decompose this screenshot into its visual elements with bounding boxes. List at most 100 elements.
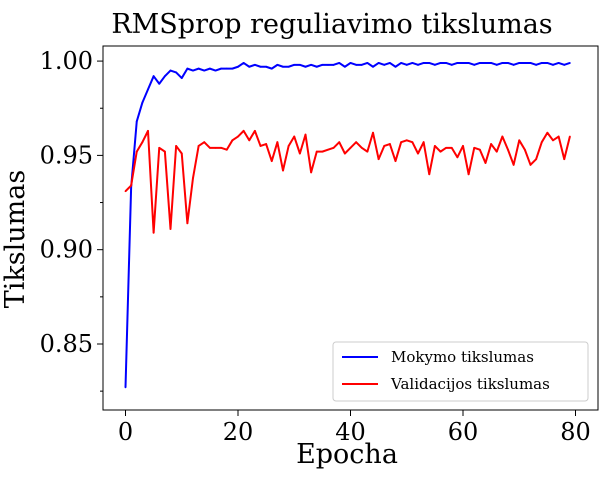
series-1-point — [400, 141, 403, 144]
y-tick-label: 0.85 — [40, 330, 93, 358]
series-1-point — [270, 160, 273, 162]
series-1-point — [192, 177, 194, 179]
series-0-point — [304, 65, 307, 68]
series-1-point — [512, 163, 515, 166]
series-0-point — [220, 67, 223, 70]
series-0-point — [478, 62, 481, 64]
series-1-point — [518, 139, 521, 142]
series-1-point — [225, 148, 228, 151]
series-1-point — [366, 150, 369, 153]
legend-box — [332, 341, 589, 402]
series-0-point — [265, 65, 268, 68]
series-1-point — [265, 143, 268, 145]
series-0-point — [276, 63, 279, 66]
series-0-point — [433, 63, 436, 66]
series-0-point — [175, 71, 178, 74]
series-1-point — [293, 135, 296, 138]
series-1-point — [231, 139, 234, 142]
series-1-point — [557, 135, 560, 138]
series-0-point — [158, 82, 161, 85]
series-0-point — [242, 62, 245, 64]
y-tick-label: 0.95 — [40, 141, 93, 169]
series-0-point — [518, 62, 521, 64]
series-1-point — [405, 139, 408, 142]
series-0-point — [394, 65, 397, 68]
series-1-point — [529, 163, 532, 166]
series-0-point — [231, 67, 234, 70]
x-tick-label: 0 — [118, 418, 133, 446]
series-0-point — [152, 75, 155, 78]
legend-label-validation: Validacijos tikslumas — [390, 375, 550, 393]
series-0-point — [428, 62, 431, 64]
x-tick-label: 40 — [335, 418, 366, 446]
series-1-point — [304, 133, 307, 136]
series-1-point — [147, 129, 149, 132]
series-1-point — [180, 152, 183, 155]
axis-ticks: 0 20 40 60 80 0.85 0.90 0.95 1.00 — [40, 47, 591, 446]
series-1-point — [186, 222, 189, 225]
series-0-point — [563, 63, 566, 66]
series-0-point — [237, 65, 239, 68]
y-tick-label: 0.90 — [40, 236, 93, 264]
series-1-point — [473, 146, 476, 149]
series-0-point — [192, 69, 194, 72]
series-0-point — [315, 65, 318, 68]
series-0-point — [298, 63, 301, 66]
series-0-point — [349, 62, 352, 64]
series-0-point — [163, 75, 166, 78]
series-1-point — [411, 141, 414, 144]
series-0-point — [529, 62, 532, 64]
series-1-point — [349, 146, 352, 149]
series-0-point — [338, 62, 341, 64]
plot-area — [124, 61, 571, 389]
series-1-point — [490, 143, 493, 145]
y-tick-label: 1.00 — [40, 47, 93, 75]
series-1-point — [124, 190, 127, 193]
series-1-point — [197, 145, 200, 147]
x-tick-label: 20 — [223, 418, 254, 446]
series-1-point — [484, 162, 487, 164]
series-1-point — [315, 150, 318, 153]
series-0-point — [248, 65, 251, 68]
series-1-point — [276, 141, 279, 144]
series-0-point — [372, 65, 374, 68]
series-1-point — [163, 150, 166, 153]
series-1-point — [377, 158, 380, 161]
series-1-point — [501, 135, 504, 138]
series-1-point — [563, 158, 566, 161]
series-0-point — [135, 120, 138, 123]
series-1-point — [445, 146, 448, 149]
series-0-point — [417, 63, 419, 66]
series-line-1 — [124, 129, 571, 234]
series-1-point — [450, 146, 453, 149]
series-1-point — [388, 143, 391, 145]
series-1-point — [310, 171, 313, 174]
series-0-point — [445, 62, 448, 64]
series-1-point — [253, 129, 256, 132]
series-1-point — [152, 231, 155, 234]
series-0-point — [535, 63, 538, 66]
series-1-point — [462, 145, 464, 147]
series-1-point — [130, 184, 133, 187]
x-tick-label: 60 — [448, 418, 479, 446]
series-1-point — [203, 141, 206, 144]
series-0-point — [473, 63, 476, 66]
series-0-point — [360, 63, 363, 66]
y-axis-label: Tikslumas — [0, 170, 31, 308]
series-0-point — [214, 69, 217, 72]
series-0-point — [411, 62, 414, 64]
chart-title: RMSprop reguliavimo tikslumas — [111, 9, 552, 40]
series-1-point — [158, 146, 161, 149]
series-1-point — [507, 148, 509, 151]
series-1-point — [321, 150, 324, 153]
series-1-point — [237, 135, 239, 138]
series-1-point — [248, 139, 251, 142]
series-1-point — [417, 152, 419, 155]
series-1-point — [433, 145, 436, 147]
series-0-point — [225, 67, 228, 70]
series-0-point — [355, 63, 358, 66]
series-1-point — [428, 173, 431, 176]
series-1-point — [242, 129, 245, 132]
series-1-point — [568, 135, 571, 138]
